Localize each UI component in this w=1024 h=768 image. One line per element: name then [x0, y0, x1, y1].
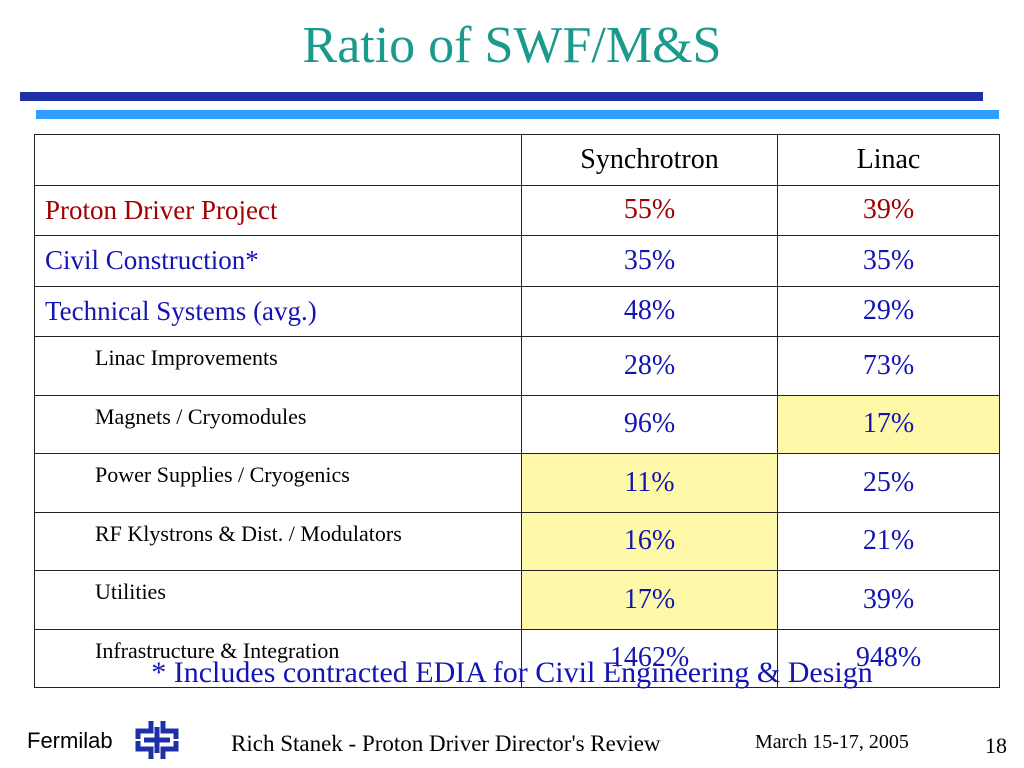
row-label: Infrastructure & Integration: [34, 628, 522, 688]
table-row: Magnets / Cryomodules 96% 17%: [34, 394, 1000, 454]
row-label: Technical Systems (avg.): [34, 285, 522, 337]
table-row: Power Supplies / Cryogenics 11% 25%: [34, 453, 1000, 513]
linac-value: 73%: [777, 336, 1000, 396]
row-label: Civil Construction*: [34, 235, 522, 287]
table-row: Proton Driver Project 55% 39%: [34, 184, 1000, 236]
row-label: Proton Driver Project: [34, 184, 522, 236]
fermilab-logo-icon: [135, 721, 179, 759]
row-label: Power Supplies / Cryogenics: [34, 453, 522, 513]
row-label: RF Klystrons & Dist. / Modulators: [34, 511, 522, 571]
table-row: Civil Construction* 35% 35%: [34, 235, 1000, 287]
linac-value: 21%: [777, 511, 1000, 571]
table-row: RF Klystrons & Dist. / Modulators 16% 21…: [34, 511, 1000, 571]
linac-value: 39%: [777, 184, 1000, 236]
row-label: Linac Improvements: [34, 336, 522, 396]
ratio-table: Synchrotron Linac Proton Driver Project …: [34, 134, 1000, 688]
title-rule-light: [36, 110, 999, 119]
slide-title: Ratio of SWF/M&S: [302, 17, 722, 74]
table-row: Utilities 17% 39%: [34, 570, 1000, 630]
synchrotron-value: 1462%: [521, 628, 778, 688]
linac-value-highlighted: 17%: [777, 394, 1000, 454]
table-header-row: Synchrotron Linac: [34, 134, 1000, 186]
footer-org: Fermilab: [27, 728, 113, 753]
column-header-synchrotron: Synchrotron: [521, 134, 778, 186]
linac-value: 39%: [777, 570, 1000, 630]
linac-value: 35%: [777, 235, 1000, 287]
synchrotron-value-highlighted: 17%: [521, 570, 778, 630]
page-number: 18: [985, 733, 1007, 758]
column-header-linac: Linac: [777, 134, 1000, 186]
linac-value: 948%: [777, 628, 1000, 688]
synchrotron-value: 55%: [521, 184, 778, 236]
table-row: Technical Systems (avg.) 48% 29%: [34, 285, 1000, 337]
header-blank-cell: [34, 134, 522, 186]
table-row: Linac Improvements 28% 73%: [34, 336, 1000, 396]
title-rule-dark: [20, 92, 983, 101]
synchrotron-value-highlighted: 16%: [521, 511, 778, 571]
synchrotron-value: 96%: [521, 394, 778, 454]
table-row: Infrastructure & Integration 1462% 948%: [34, 628, 1000, 688]
row-label: Utilities: [34, 570, 522, 630]
synchrotron-value-highlighted: 11%: [521, 453, 778, 513]
synchrotron-value: 48%: [521, 285, 778, 337]
linac-value: 29%: [777, 285, 1000, 337]
footer-presenter: Rich Stanek - Proton Driver Director's R…: [231, 731, 661, 756]
row-label: Magnets / Cryomodules: [34, 394, 522, 454]
synchrotron-value: 35%: [521, 235, 778, 287]
synchrotron-value: 28%: [521, 336, 778, 396]
footnote: * Includes contracted EDIA for Civil Eng…: [151, 656, 873, 689]
linac-value: 25%: [777, 453, 1000, 513]
footer-date: March 15-17, 2005: [755, 731, 909, 753]
